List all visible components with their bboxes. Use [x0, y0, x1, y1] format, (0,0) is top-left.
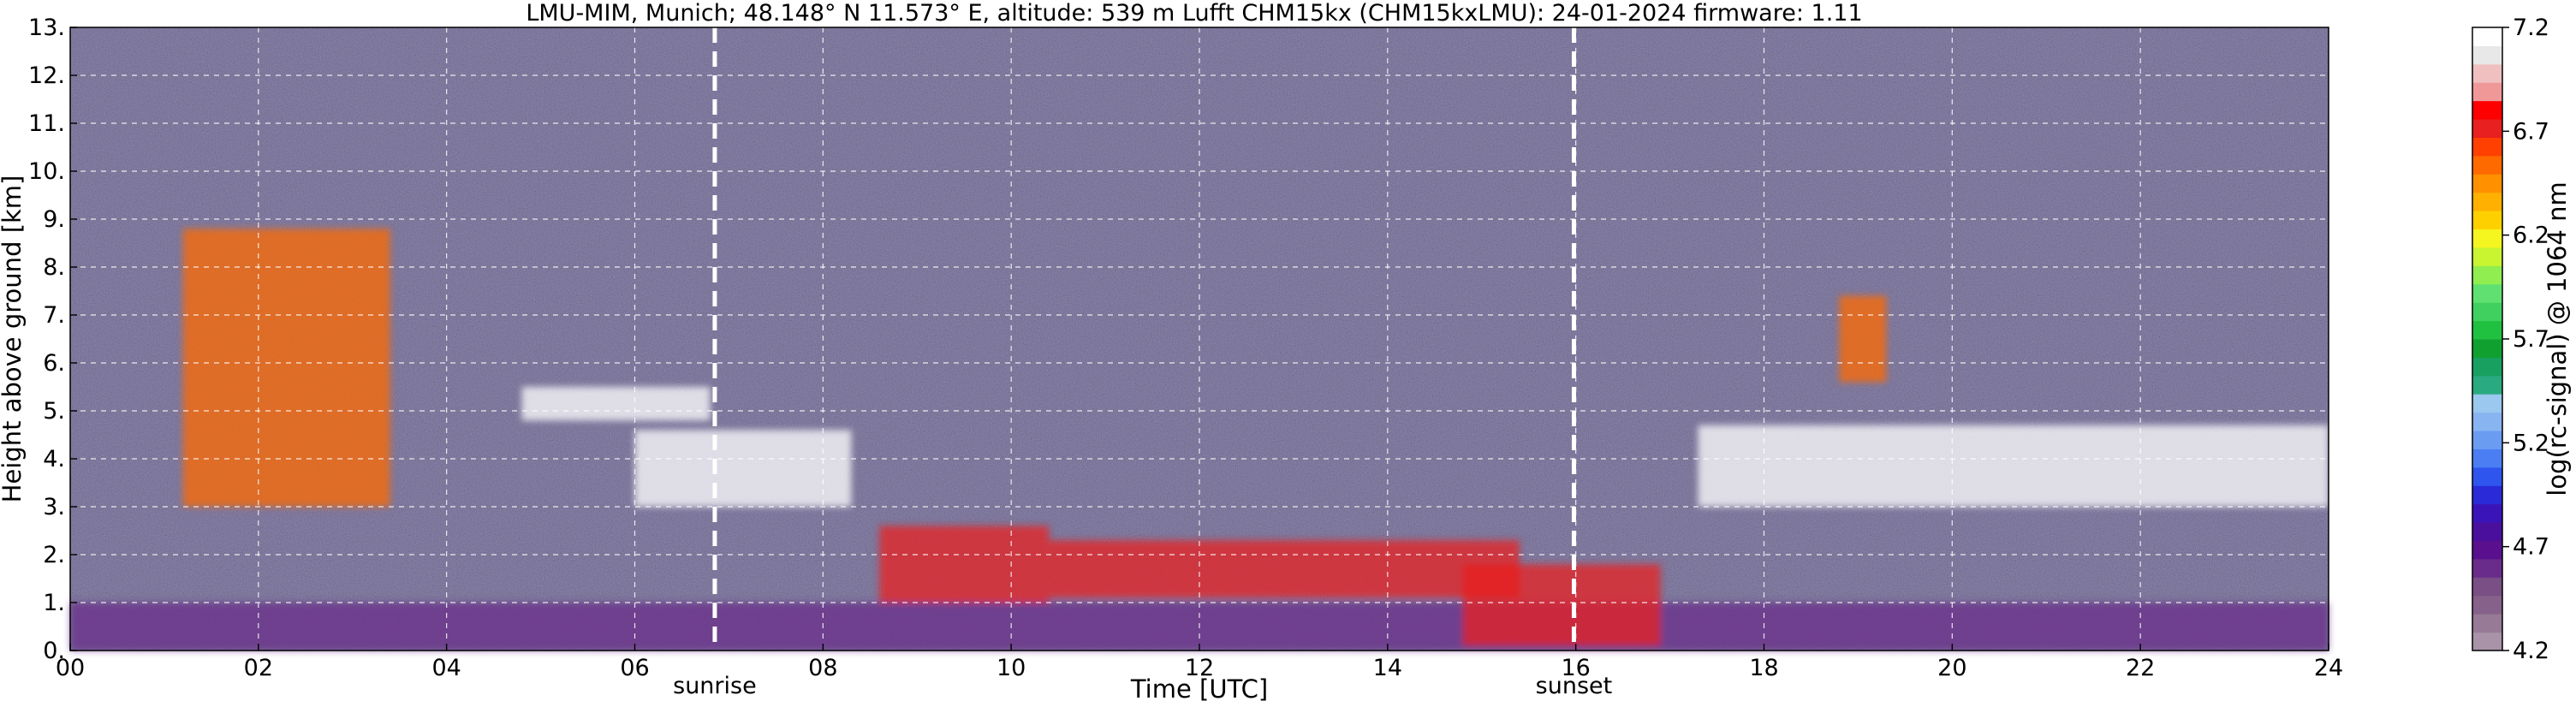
colorbar-band-24	[2472, 192, 2502, 211]
x-tick-label-3: 06	[620, 655, 649, 681]
marker-label-sunrise: sunrise	[673, 673, 757, 699]
y-tick-label-9: 9.	[43, 206, 65, 233]
colorbar-tick-label-3: 5.7	[2513, 326, 2549, 353]
colorbar-band-18	[2472, 302, 2502, 322]
colorbar-band-9	[2472, 466, 2502, 486]
colorbar-band-17	[2472, 320, 2502, 340]
colorbar-band-23	[2472, 211, 2502, 230]
colorbar-band-13	[2472, 394, 2502, 413]
y-tick-label-10: 10.	[28, 158, 65, 185]
y-axis-label: Height above ground [km]	[0, 175, 27, 503]
x-tick-label-4: 08	[808, 655, 837, 681]
colorbar-band-20	[2472, 265, 2502, 285]
colorbar-tick-label-2: 5.2	[2513, 430, 2549, 456]
y-tick-label-11: 11.	[28, 110, 65, 137]
x-axis-ticks: 00 02 04 06 08 10 12 14 16 18 20 22 24	[56, 644, 2343, 681]
marker-labels: sunrise sunset	[673, 673, 1612, 699]
x-tick-label-12: 24	[2314, 655, 2343, 681]
feature-low-cloud-5	[1049, 540, 1520, 598]
feature-cirrus-7	[1839, 295, 1887, 383]
colorbar-bands	[2472, 27, 2502, 651]
colorbar-band-11	[2472, 431, 2502, 449]
colorbar-tick-label-6: 7.2	[2513, 15, 2549, 41]
colorbar-band-19	[2472, 283, 2502, 303]
x-tick-label-6: 12	[1185, 655, 1214, 681]
colorbar-ticks: 4.2 4.7 5.2 5.7 6.2 6.7 7.2	[2502, 15, 2549, 664]
signal-features	[70, 229, 2329, 651]
colorbar-band-0	[2472, 632, 2502, 651]
x-tick-label-2: 04	[431, 655, 461, 681]
colorbar-band-30	[2472, 82, 2502, 102]
colorbar-band-32	[2472, 45, 2502, 65]
y-tick-label-12: 12.	[28, 62, 65, 89]
y-tick-label-4: 4.	[43, 446, 65, 472]
feature-low-cloud-6	[1462, 564, 1661, 646]
x-tick-label-9: 18	[1749, 655, 1778, 681]
colorbar-tick-label-4: 6.2	[2513, 223, 2549, 249]
colorbar-band-25	[2472, 174, 2502, 193]
colorbar-band-3	[2472, 577, 2502, 597]
colorbar-band-2	[2472, 595, 2502, 615]
y-tick-label-7: 7.	[43, 302, 65, 329]
event-markers	[712, 27, 1576, 651]
colorbar-band-16	[2472, 339, 2502, 358]
colorbar-band-8	[2472, 485, 2502, 505]
colorbar-band-28	[2472, 119, 2502, 138]
colorbar-band-26	[2472, 155, 2502, 175]
colorbar: 4.2 4.7 5.2 5.7 6.2 6.7 7.2 log(rc-signal) @ 1…	[2472, 15, 2572, 664]
colorbar-band-22	[2472, 229, 2502, 248]
colorbar-tick-label-5: 6.7	[2513, 118, 2549, 145]
y-axis-ticks: 0. 1. 2. 3. 4. 5. 6. 7. 8. 9. 10. 11. 12. 13.	[28, 15, 77, 664]
colorbar-band-27	[2472, 137, 2502, 157]
y-tick-label-3: 3.	[43, 494, 65, 520]
y-tick-label-1: 1.	[43, 590, 65, 616]
colorbar-label: log(rc-signal) @ 1064 nm	[2543, 181, 2572, 496]
x-tick-label-11: 22	[2126, 655, 2155, 681]
colorbar-tick-label-0: 4.2	[2513, 638, 2549, 664]
colorbar-band-4	[2472, 558, 2502, 578]
y-tick-label-2: 2.	[43, 542, 65, 568]
x-tick-label-5: 10	[996, 655, 1026, 681]
y-tick-label-8: 8.	[43, 254, 65, 281]
x-tick-label-8: 16	[1561, 655, 1590, 681]
marker-label-sunset: sunset	[1536, 673, 1613, 699]
colorbar-tick-label-1: 4.7	[2513, 534, 2549, 561]
feature-cloud-layer-8	[1698, 425, 2329, 507]
colorbar-band-15	[2472, 357, 2502, 377]
x-tick-label-0: 00	[56, 655, 85, 681]
colorbar-band-29	[2472, 100, 2502, 120]
colorbar-band-21	[2472, 247, 2502, 266]
x-tick-label-1: 02	[244, 655, 273, 681]
y-tick-label-13: 13.	[28, 15, 65, 41]
feature-cloud-layer-2	[521, 387, 711, 421]
feature-cirrus-1	[182, 229, 390, 507]
colorbar-band-1	[2472, 614, 2502, 633]
colorbar-band-14	[2472, 375, 2502, 395]
feature-cloud-layer-3	[634, 430, 852, 507]
y-tick-label-6: 6.	[43, 350, 65, 377]
colorbar-band-10	[2472, 449, 2502, 468]
colorbar-band-12	[2472, 412, 2502, 431]
feature-low-cloud-4	[879, 526, 1050, 603]
plot-area	[69, 27, 2329, 651]
y-tick-label-0: 0.	[43, 638, 65, 664]
colorbar-band-6	[2472, 522, 2502, 542]
colorbar-band-5	[2472, 540, 2502, 560]
colorbar-band-31	[2472, 63, 2502, 83]
x-tick-label-7: 14	[1373, 655, 1402, 681]
x-tick-label-10: 20	[1937, 655, 1966, 681]
y-tick-label-5: 5.	[43, 398, 65, 425]
colorbar-band-33	[2472, 27, 2502, 46]
x-axis-label: Time [UTC]	[1130, 674, 1268, 704]
colorbar-band-7	[2472, 503, 2502, 523]
chart-title: LMU-MIM, Munich; 48.148° N 11.573° E, al…	[526, 0, 1862, 27]
